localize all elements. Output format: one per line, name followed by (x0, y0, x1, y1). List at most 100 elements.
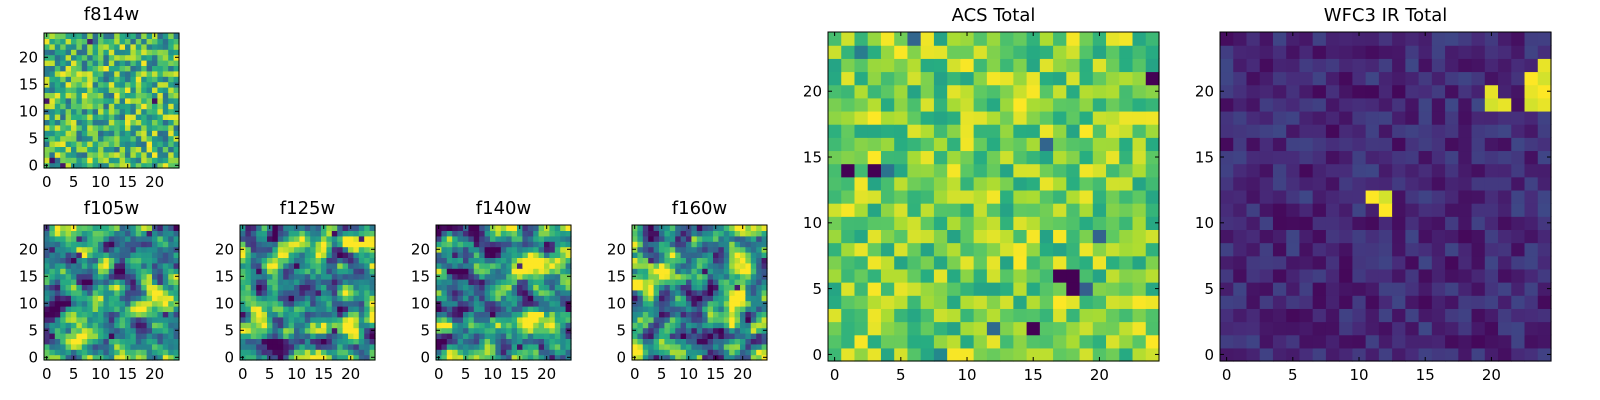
heatmap-cell (44, 349, 50, 356)
heatmap-cell (457, 262, 464, 269)
heatmap-cell (702, 257, 709, 264)
heatmap-cell (1119, 334, 1134, 349)
heatmap-cell (294, 235, 300, 242)
heatmap-cell (87, 289, 94, 296)
heatmap-cell (103, 306, 110, 312)
heatmap-cell (1339, 334, 1353, 349)
heatmap-cell (1000, 110, 1014, 125)
heatmap-cell (484, 235, 491, 242)
heatmap-cell (141, 141, 148, 147)
heatmap-cell (538, 284, 545, 291)
heatmap-cell (907, 334, 922, 349)
heatmap-cell (152, 235, 158, 242)
heatmap-cell (1312, 203, 1327, 217)
heatmap-cell (288, 322, 295, 329)
heatmap-cell (1119, 308, 1134, 323)
heatmap-cell (1013, 150, 1028, 165)
heatmap-cell (1272, 84, 1287, 99)
heatmap-cell (119, 343, 126, 350)
heatmap-cell (315, 289, 322, 296)
heatmap-cell (986, 163, 1001, 178)
heatmap-cell (119, 114, 126, 120)
heatmap-cell (60, 141, 67, 147)
heatmap-cell (1339, 71, 1353, 86)
heatmap-cell (277, 273, 284, 280)
heatmap-cell (696, 322, 703, 329)
heatmap-cell (168, 65, 175, 72)
heatmap-cell (364, 257, 371, 264)
heatmap-cell (358, 262, 365, 269)
heatmap-cell (81, 81, 88, 88)
heatmap-cell (702, 241, 709, 248)
heatmap-cell (369, 262, 376, 269)
heatmap-cell (441, 300, 448, 307)
heatmap-cell (484, 306, 491, 312)
heatmap-cell (119, 43, 126, 50)
heatmap-cell (1000, 58, 1014, 73)
heatmap-cell (653, 311, 660, 318)
heatmap-cell (473, 230, 480, 237)
heatmap-cell (272, 268, 279, 275)
heatmap-cell (299, 230, 306, 237)
heatmap-cell (114, 38, 121, 45)
heatmap-cell (348, 311, 354, 318)
heatmap-cell (1119, 321, 1134, 336)
heatmap-cell (527, 279, 534, 285)
heatmap-cell (1537, 110, 1552, 125)
heatmap-cell (1392, 347, 1406, 362)
heatmap-cell (342, 252, 349, 258)
heatmap-cell (854, 71, 869, 86)
heatmap-cell (549, 241, 556, 248)
heatmap-cell (277, 349, 284, 356)
heatmap-cell (1013, 242, 1028, 257)
heatmap-cell (1378, 282, 1393, 296)
heatmap-cell (907, 137, 922, 152)
heatmap-cell (761, 284, 768, 291)
heatmap-cell (108, 92, 115, 99)
heatmap-cell (642, 333, 649, 339)
heatmap-cell (479, 322, 486, 329)
heatmap-cell (71, 76, 77, 83)
heatmap-cell (141, 33, 148, 39)
heatmap-cell (98, 146, 104, 153)
heatmap-cell (173, 43, 180, 50)
heatmap-cell (294, 279, 300, 285)
heatmap-cell (867, 71, 882, 86)
heatmap-cell (1511, 150, 1526, 165)
heatmap-cell (1352, 334, 1367, 349)
heatmap-cell (1092, 334, 1107, 349)
heatmap-cell (707, 252, 714, 258)
y-tick-label: 10 (607, 295, 626, 313)
y-tick-label: 15 (411, 268, 430, 286)
heatmap-cell (125, 65, 131, 72)
heatmap-cell (1119, 84, 1134, 99)
heatmap-cell (920, 255, 935, 270)
heatmap-cell (1405, 189, 1420, 204)
heatmap-cell (734, 354, 741, 361)
heatmap-cell (495, 273, 502, 280)
heatmap-cell (867, 150, 882, 165)
heatmap-cell (54, 241, 61, 248)
heatmap-cell (108, 162, 115, 169)
heatmap-cell (463, 268, 469, 275)
heatmap-cell (283, 262, 290, 269)
heatmap-cell (245, 284, 252, 291)
heatmap-cell (669, 235, 676, 242)
heatmap-cell (1352, 229, 1367, 244)
heatmap-cell (1220, 150, 1234, 165)
heatmap-cell (484, 230, 491, 237)
heatmap-cell (745, 268, 752, 275)
heatmap-cell (98, 87, 104, 93)
heatmap-cell (114, 273, 121, 280)
heatmap-cell (907, 229, 922, 244)
heatmap-cell (152, 252, 158, 258)
heatmap-cell (933, 163, 948, 178)
heatmap-cell (152, 262, 158, 269)
heatmap-cell (315, 327, 322, 334)
heatmap-cell (114, 279, 121, 285)
heatmap-cell (479, 246, 486, 253)
heatmap-cell (745, 300, 752, 307)
heatmap-cell (920, 189, 935, 204)
heatmap-cell (240, 252, 246, 258)
heatmap-cell (718, 235, 725, 242)
